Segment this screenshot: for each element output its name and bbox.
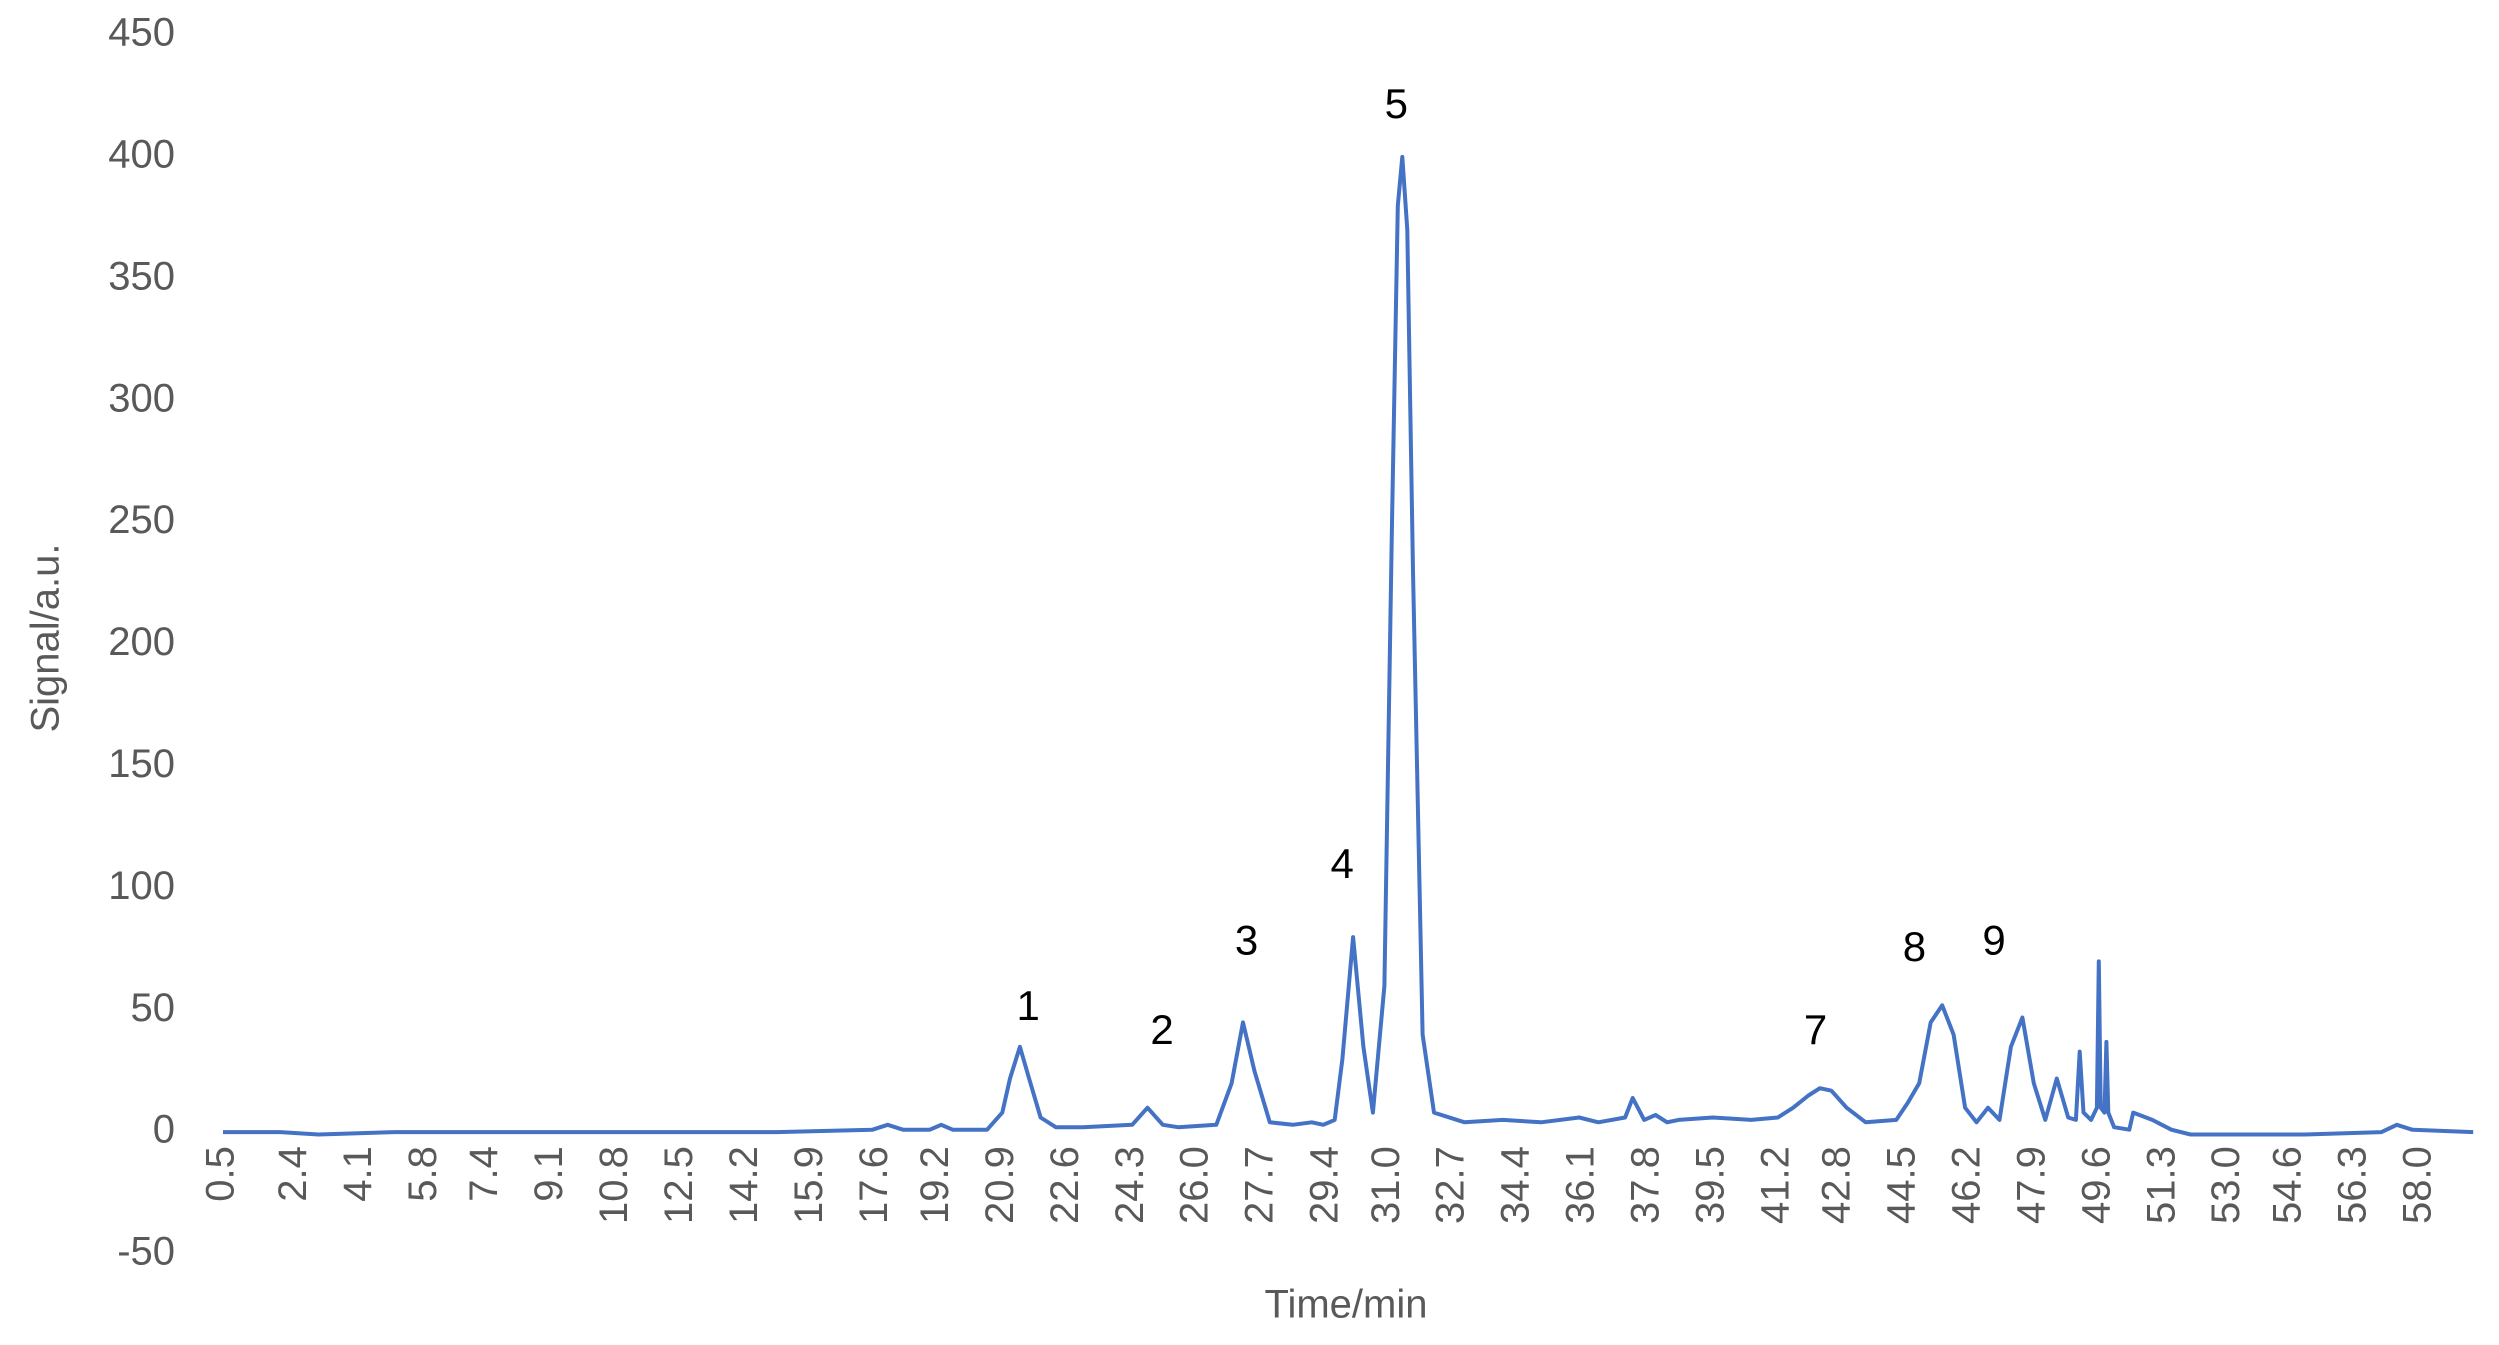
x-tick-label: 7.4 [462, 1146, 506, 1202]
y-tick-label: 300 [108, 376, 175, 420]
x-tick-label: 58.0 [2395, 1146, 2439, 1224]
y-tick-label: -50 [117, 1230, 175, 1274]
y-tick-label: 250 [108, 498, 175, 542]
y-tick-label: 150 [108, 742, 175, 786]
x-tick-label: 44.5 [1880, 1146, 1924, 1224]
x-tick-label: 47.9 [2009, 1146, 2053, 1224]
x-tick-label: 39.5 [1688, 1146, 1732, 1224]
peak-label: 3 [1235, 917, 1258, 964]
x-tick-label: 37.8 [1624, 1146, 1668, 1224]
x-tick-label: 53.0 [2204, 1146, 2248, 1224]
x-tick-label: 4.1 [336, 1146, 380, 1202]
x-tick-label: 14.2 [722, 1146, 766, 1224]
x-tick-label: 36.1 [1559, 1146, 1603, 1224]
x-tick-label: 54.6 [2265, 1146, 2309, 1224]
y-tick-label: 350 [108, 254, 175, 298]
x-tick-label: 19.2 [913, 1146, 957, 1224]
x-tick-label: 12.5 [657, 1146, 701, 1224]
x-tick-label: 24.3 [1108, 1146, 1152, 1224]
x-tick-label: 17.6 [852, 1146, 896, 1224]
x-tick-label: 46.2 [1944, 1146, 1988, 1224]
y-tick-label: 0 [153, 1108, 175, 1152]
x-tick-label: 9.1 [527, 1146, 571, 1202]
signal-line [223, 154, 2474, 1137]
x-tick-label: 0.5 [199, 1146, 243, 1202]
y-tick-label: 400 [108, 132, 175, 176]
x-tick-label: 32.7 [1429, 1146, 1473, 1224]
y-axis-title: Signal/a.u. [24, 543, 68, 732]
x-tick-label: 27.7 [1238, 1146, 1282, 1224]
x-tick-label: 31.0 [1364, 1146, 1408, 1224]
x-tick-label: 49.6 [2074, 1146, 2118, 1224]
x-tick-label: 2.4 [271, 1146, 315, 1202]
x-tick-label: 51.3 [2139, 1146, 2183, 1224]
peak-label: 7 [1804, 1006, 1827, 1053]
x-tick-label: 56.3 [2330, 1146, 2374, 1224]
peak-label: 8 [1903, 923, 1926, 970]
x-tick-label: 22.6 [1043, 1146, 1087, 1224]
x-tick-label: 34.4 [1494, 1146, 1538, 1224]
y-tick-label: 200 [108, 620, 175, 664]
y-tick-label: 50 [131, 986, 176, 1030]
peak-label: 4 [1330, 840, 1353, 887]
x-tick-label: 26.0 [1173, 1146, 1217, 1224]
x-tick-label: 29.4 [1303, 1146, 1347, 1224]
x-axis-title: Time/min [1265, 1283, 1428, 1327]
x-tick-label: 42.8 [1815, 1146, 1859, 1224]
y-tick-label: 450 [108, 11, 175, 55]
x-tick-label: 5.8 [401, 1146, 445, 1202]
y-tick-label: 100 [108, 864, 175, 908]
peak-label: 5 [1385, 80, 1408, 127]
x-tick-label: 10.8 [592, 1146, 636, 1224]
peak-label: 2 [1150, 1006, 1173, 1053]
x-tick-label: 15.9 [787, 1146, 831, 1224]
x-tick-label: 20.9 [978, 1146, 1022, 1224]
peak-label: 9 [1982, 917, 2005, 964]
x-tick-label: 41.2 [1753, 1146, 1797, 1224]
peak-label: 1 [1016, 982, 1039, 1029]
